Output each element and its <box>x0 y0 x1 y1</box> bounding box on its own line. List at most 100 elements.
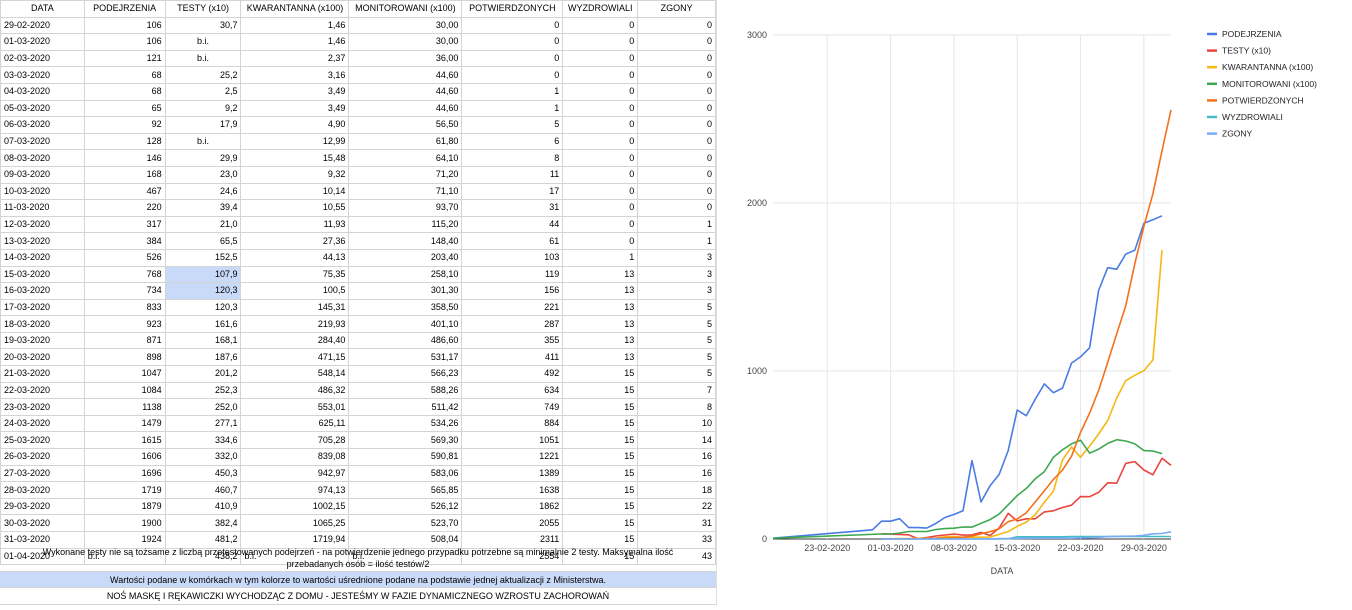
cell-zgony[interactable]: 0 <box>637 199 716 217</box>
col-header-zgony[interactable]: ZGONY <box>637 0 716 18</box>
cell-potwierdzonych[interactable]: 355 <box>461 331 564 350</box>
cell-date[interactable]: 08-03-2020 <box>0 149 85 167</box>
cell-zgony[interactable]: 3 <box>637 282 716 300</box>
cell-podejrzenia[interactable]: 467 <box>83 182 166 201</box>
cell-testy[interactable]: 152,5 <box>164 248 242 267</box>
cell-date[interactable]: 12-03-2020 <box>0 215 85 234</box>
cell-date[interactable]: 10-03-2020 <box>0 182 85 201</box>
cell-monitorowani[interactable]: 148,40 <box>348 232 463 250</box>
cell-monitorowani[interactable]: 486,60 <box>348 331 463 350</box>
cell-potwierdzonych[interactable]: 103 <box>461 248 564 267</box>
cell-testy[interactable]: 450,3 <box>164 464 242 483</box>
cell-date[interactable]: 05-03-2020 <box>0 99 85 118</box>
cell-zgony[interactable]: 0 <box>637 149 716 167</box>
cell-zgony[interactable]: 8 <box>637 398 716 416</box>
cell-podejrzenia[interactable]: 106 <box>83 16 166 35</box>
cell-podejrzenia[interactable]: 1138 <box>83 398 166 416</box>
cell-zgony[interactable]: 43 <box>637 547 716 566</box>
cell-kwarantanna[interactable]: 9,32 <box>240 165 350 184</box>
cell-kwarantanna[interactable]: 15,48 <box>240 149 350 167</box>
cell-kwarantanna[interactable]: 1,46 <box>240 16 350 35</box>
cell-wyzdrowiali[interactable]: 0 <box>562 165 639 184</box>
tests-note[interactable]: Wykonane testy nie są tożsame z liczbą p… <box>0 544 716 572</box>
cell-monitorowani[interactable]: 301,30 <box>348 282 463 300</box>
cell-testy[interactable]: 24,6 <box>164 182 242 201</box>
cell-potwierdzonych[interactable]: 31 <box>461 199 564 217</box>
cell-monitorowani[interactable]: 36,00 <box>348 49 463 68</box>
cell-zgony[interactable]: 18 <box>637 481 716 499</box>
cell-testy[interactable]: 21,0 <box>164 215 242 234</box>
cell-monitorowani[interactable]: 56,50 <box>348 116 463 134</box>
line-chart-panel[interactable]: 0 1000 2000 3000 23-02-2020 01-03-2020 08-03-2… <box>716 0 1352 605</box>
cell-wyzdrowiali[interactable]: 15 <box>562 448 639 466</box>
cell-zgony[interactable]: 3 <box>637 248 716 267</box>
cell-testy[interactable]: 168,1 <box>164 331 242 350</box>
cell-date[interactable]: 25-03-2020 <box>0 431 85 450</box>
cell-wyzdrowiali[interactable]: 15 <box>562 547 639 566</box>
cell-testy[interactable]: 9,2 <box>164 99 242 118</box>
cell-testy[interactable]: 460,7 <box>164 481 242 499</box>
cell-wyzdrowiali[interactable]: 15 <box>562 514 639 532</box>
cell-wyzdrowiali[interactable]: 15 <box>562 414 639 433</box>
cell-zgony[interactable]: 0 <box>637 49 716 68</box>
cell-wyzdrowiali[interactable]: 0 <box>562 149 639 167</box>
cell-kwarantanna[interactable]: 10,55 <box>240 199 350 217</box>
cell-zgony[interactable]: 10 <box>637 414 716 433</box>
cell-kwarantanna[interactable]: 284,40 <box>240 331 350 350</box>
cell-date[interactable]: 20-03-2020 <box>0 348 85 367</box>
cell-monitorowani[interactable]: 531,17 <box>348 348 463 367</box>
cell-wyzdrowiali[interactable]: 0 <box>562 99 639 118</box>
cell-zgony[interactable]: 0 <box>637 33 716 51</box>
cell-testy[interactable]: b.i. <box>164 49 242 68</box>
cell-testy[interactable]: 25,2 <box>164 66 242 84</box>
cell-podejrzenia[interactable]: 768 <box>83 265 166 284</box>
cell-wyzdrowiali[interactable]: 15 <box>562 464 639 483</box>
cell-testy[interactable]: 30,7 <box>164 16 242 35</box>
cell-zgony[interactable]: 1 <box>637 232 716 250</box>
cell-date[interactable]: 21-03-2020 <box>0 365 85 383</box>
cell-podejrzenia[interactable]: 1606 <box>83 448 166 466</box>
col-header-testy[interactable]: TESTY (x10) <box>164 0 242 18</box>
cell-monitorowani[interactable]: 30,00 <box>348 16 463 35</box>
cell-wyzdrowiali[interactable]: 13 <box>562 348 639 367</box>
cell-podejrzenia[interactable]: 1479 <box>83 414 166 433</box>
cell-testy[interactable]: 382,4 <box>164 514 242 532</box>
cell-monitorowani[interactable]: 526,12 <box>348 497 463 516</box>
col-header-wyzdrowiali[interactable]: WYZDROWIALI <box>562 0 639 18</box>
cell-testy[interactable]: 65,5 <box>164 232 242 250</box>
cell-zgony[interactable]: 16 <box>637 448 716 466</box>
col-header-data[interactable]: DATA <box>0 0 85 18</box>
cell-monitorowani[interactable]: 64,10 <box>348 149 463 167</box>
cell-podejrzenia[interactable]: 898 <box>83 348 166 367</box>
cell-wyzdrowiali[interactable]: 0 <box>562 199 639 217</box>
cell-podejrzenia[interactable]: b.i. <box>83 547 166 566</box>
cell-zgony[interactable]: 0 <box>637 165 716 184</box>
cell-date[interactable]: 26-03-2020 <box>0 448 85 466</box>
cell-monitorowani[interactable]: 93,70 <box>348 199 463 217</box>
cell-monitorowani[interactable]: b.i. <box>348 547 463 566</box>
cell-podejrzenia[interactable]: 68 <box>83 66 166 84</box>
cell-zgony[interactable]: 5 <box>637 365 716 383</box>
cell-zgony[interactable]: 0 <box>637 116 716 134</box>
cell-monitorowani[interactable]: 566,23 <box>348 365 463 383</box>
cell-testy[interactable]: 410,9 <box>164 497 242 516</box>
cell-monitorowani[interactable]: 44,60 <box>348 99 463 118</box>
cell-wyzdrowiali[interactable]: 0 <box>562 66 639 84</box>
cell-monitorowani[interactable]: 30,00 <box>348 33 463 51</box>
cell-wyzdrowiali[interactable]: 0 <box>562 16 639 35</box>
cell-testy[interactable]: 17,9 <box>164 116 242 134</box>
cell-zgony[interactable]: 22 <box>637 497 716 516</box>
cell-wyzdrowiali[interactable]: 13 <box>562 298 639 317</box>
cell-monitorowani[interactable]: 203,40 <box>348 248 463 267</box>
cell-date[interactable]: 11-03-2020 <box>0 199 85 217</box>
cell-potwierdzonych[interactable]: 884 <box>461 414 564 433</box>
cell-kwarantanna[interactable]: 44,13 <box>240 248 350 267</box>
col-header-kwarantanna[interactable]: KWARANTANNA (x100) <box>240 0 350 18</box>
cell-testy[interactable]: b.i. <box>164 33 242 51</box>
cell-testy[interactable]: 107,9 <box>164 265 242 284</box>
cell-potwierdzonych[interactable]: 119 <box>461 265 564 284</box>
cell-potwierdzonych[interactable]: 1 <box>461 82 564 101</box>
cell-date[interactable]: 17-03-2020 <box>0 298 85 317</box>
cell-wyzdrowiali[interactable]: 0 <box>562 49 639 68</box>
cell-date[interactable]: 13-03-2020 <box>0 232 85 250</box>
